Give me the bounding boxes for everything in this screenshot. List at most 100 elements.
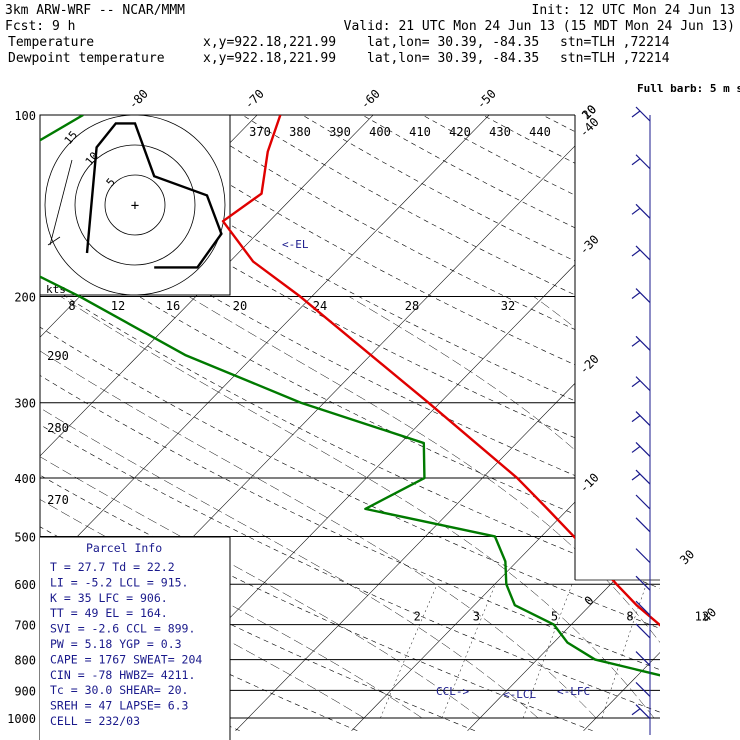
level-marker: <-LFC [557, 685, 590, 698]
theta-label: 420 [449, 125, 471, 139]
theta-label: 370 [249, 125, 271, 139]
parcel-info-row: T = 27.7 Td = 22.2 [50, 560, 175, 574]
dry-adiabat [602, 115, 660, 732]
mixing-ratio-line [673, 584, 713, 718]
parcel-info-row: K = 35 LFC = 906. [50, 591, 168, 605]
dry-adiabat [40, 115, 660, 732]
theta-label: 380 [289, 125, 311, 139]
moist-adiabat [40, 296, 481, 719]
temperature-tick-label: -50 [474, 87, 499, 112]
forecast-hour: Fcst: 9 h [5, 19, 75, 34]
wind-barb-flag [631, 708, 641, 716]
wind-barb [635, 494, 651, 510]
mixing-ratio-line [380, 584, 438, 719]
wind-barb-flag [631, 473, 641, 481]
pressure-tick-label: 900 [14, 684, 36, 698]
wind-barb-flag [631, 292, 641, 300]
pressure-tick-label: 300 [14, 397, 36, 411]
wind-barb [635, 245, 651, 261]
theta-label: 270 [47, 493, 69, 507]
legend-dewpoint: Dewpoint temperature x,y=922.18,221.99 l… [8, 51, 670, 66]
wind-barb [635, 154, 651, 170]
pressure-tick-label: 800 [14, 654, 36, 668]
mixing-ratio-label: 8 [626, 610, 633, 624]
wind-barb [635, 203, 651, 219]
hodograph-origin: + [131, 198, 139, 214]
temperature-tick-label: -60 [358, 87, 383, 112]
dry-adiabat [542, 115, 660, 732]
temperature-tick-label: -30 [577, 232, 602, 257]
moist-adiabat [348, 296, 660, 719]
legend-station: stn=TLH ,72214 [560, 51, 670, 66]
legend-label: Temperature [8, 35, 94, 50]
wind-barb [635, 442, 651, 457]
isotherm [235, 115, 660, 731]
parcel-info-row: SVI = -2.6 CCL = 899. [50, 622, 195, 636]
isotherm [700, 87, 740, 730]
scale-label: 12 [111, 299, 125, 313]
storm-motion-line [49, 159, 73, 246]
theta-label: 390 [329, 125, 351, 139]
moist-adiabat [533, 296, 660, 719]
mixing-ratio-label: 5 [551, 610, 558, 624]
wind-barb [635, 376, 651, 392]
level-marker: CCL-> [436, 685, 469, 698]
scale-label: 28 [405, 299, 419, 313]
scale-label: 20 [233, 299, 247, 313]
mixing-ratio-label: 3 [473, 610, 480, 624]
isotherm [467, 115, 660, 731]
level-marker: <-EL [282, 238, 309, 251]
wind-barb [635, 288, 651, 303]
parcel-info-row: CAPE = 1767 SWEAT= 204 [50, 652, 202, 666]
isotherm [583, 115, 660, 731]
scale-label: 24 [313, 299, 327, 313]
parcel-info-row: CIN = -78 HWBZ= 4211. [50, 668, 195, 682]
theta-label: 410 [409, 125, 431, 139]
pressure-tick-label: 400 [14, 472, 36, 486]
dry-adiabat [723, 115, 740, 731]
mixing-ratio-label: 12 [695, 610, 709, 624]
theta-label: 400 [369, 125, 391, 139]
wind-barb [635, 651, 651, 666]
legend-latlon: lat,lon= 30.39, -84.35 [367, 51, 539, 66]
theta-label: 440 [529, 125, 551, 139]
wind-barb [635, 704, 651, 720]
isotherm [40, 115, 517, 731]
theta-label: 290 [47, 349, 69, 363]
wind-barb-flag [631, 380, 641, 388]
dry-adiabat [422, 115, 660, 732]
temperature-tick-label: -10 [577, 470, 602, 495]
wind-barbs: Full barb: 5 m s⁻¹ [631, 82, 740, 735]
dry-adiabat [40, 115, 660, 732]
hodograph-trace [85, 122, 223, 269]
series-line-dewpoint [40, 115, 660, 720]
wind-barb [635, 548, 651, 564]
hodograph-ring [44, 114, 226, 296]
legend-latlon: lat,lon= 30.39, -84.35 [367, 35, 539, 50]
scale-label: 8 [68, 299, 75, 313]
pressure-tick-label: 100 [14, 109, 36, 123]
parcel-info-title: Parcel Info [86, 541, 162, 555]
scale-label: 16 [166, 299, 180, 313]
legend-xy: x,y=922.18,221.99 [203, 35, 336, 50]
parcel-info-row: Tc = 30.0 SHEAR= 20. [50, 683, 188, 697]
wind-barb-flag [631, 158, 641, 166]
wind-barb-flag [631, 207, 641, 215]
legend-temperature: Temperature x,y=922.18,221.99 lat,lon= 3… [8, 35, 670, 50]
isotherm [351, 115, 660, 731]
scale-label: 32 [501, 299, 515, 313]
model-title: 3km ARW-WRF -- NCAR/MMM [5, 3, 185, 18]
pressure-tick-label: 1000 [7, 712, 36, 726]
level-markers: <-EL CCL-> <-LCL <-LFC [282, 238, 590, 701]
dry-adiabat [302, 115, 660, 732]
legend-xy: x,y=922.18,221.99 [203, 51, 336, 66]
series-line-temperature [221, 115, 660, 720]
storm-motion-arrow [47, 236, 61, 246]
wind-barb [635, 623, 651, 639]
wind-barb-flag [631, 339, 641, 347]
pressure-tick-label: 200 [14, 291, 36, 305]
isotherm [40, 115, 401, 731]
moist-adiabat [188, 296, 660, 719]
parcel-info-row: SREH = 47 LAPSE= 6.3 [50, 699, 189, 713]
